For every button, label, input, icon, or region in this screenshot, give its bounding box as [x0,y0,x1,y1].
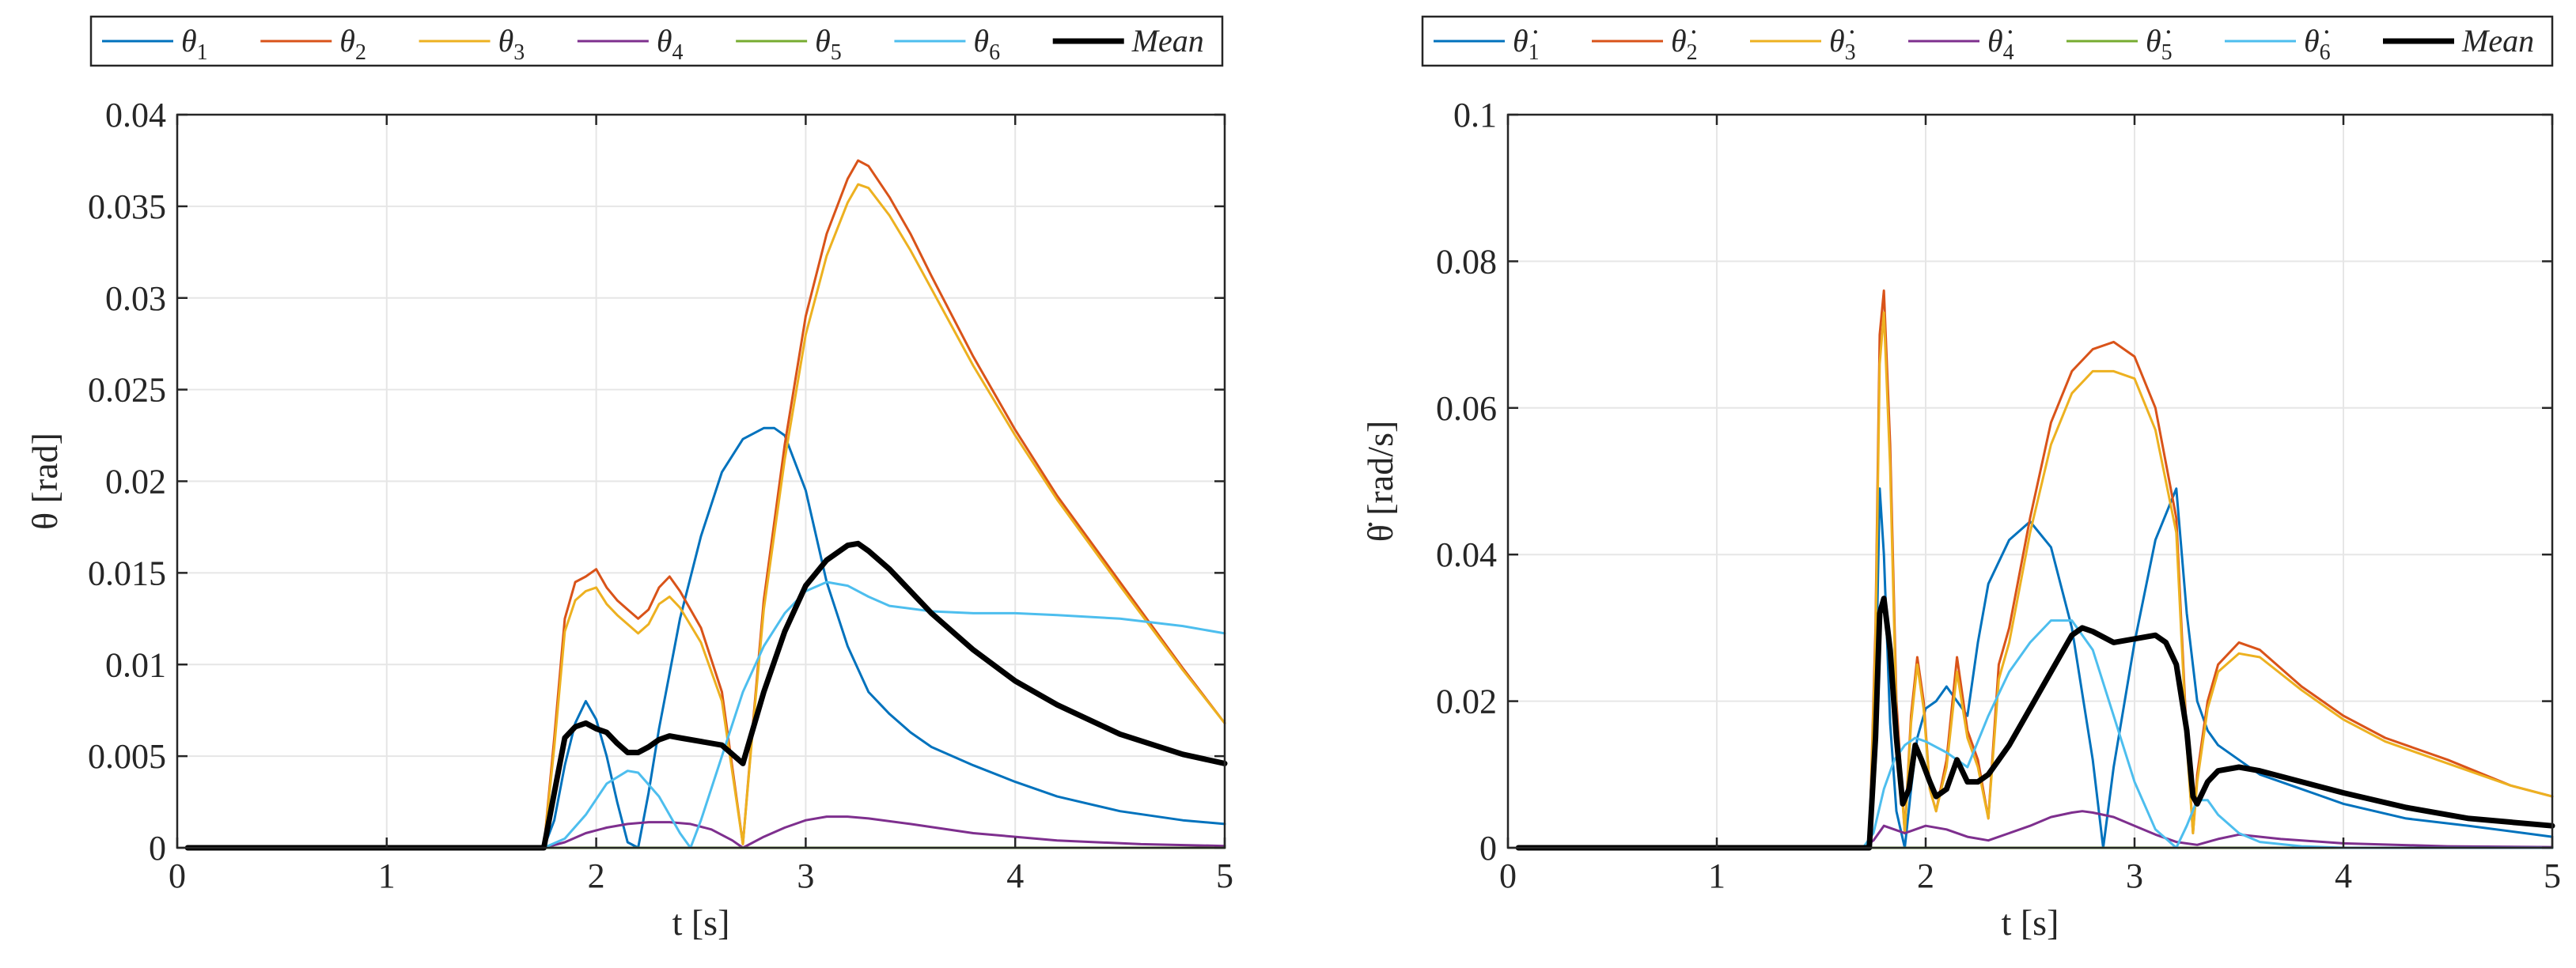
x-tick-label: 2 [1917,856,1934,895]
x-tick-label: 5 [1216,856,1233,895]
y-tick-label: 0.06 [1436,389,1497,428]
x-axis-label: t [s] [2002,902,2059,943]
series-line-θ1 [186,426,1226,849]
x-tick-label: 3 [797,856,814,895]
plot-area [1508,115,2552,848]
x-tick-label: 5 [2544,856,2561,895]
y-tick-label: 0.04 [1436,535,1497,574]
legend-item-θ̇6: θ̇6 [2225,23,2331,65]
grid [177,115,1225,848]
legend-item-θ3: θ3 [419,23,525,65]
y-tick-label: 0.02 [1436,683,1497,721]
legend-label: Mean [2461,23,2534,59]
y-axis-label: θ [rad] [25,433,65,530]
x-axis-label: t [s] [672,902,730,943]
legend-item-θ5: θ5 [736,23,842,65]
series-line-Mean [1515,596,2555,851]
y-tick-label: 0.01 [105,645,166,684]
series-line-θ̇6 [1517,619,2554,849]
legend-label: θ3 [498,23,525,65]
axes-box [1506,113,2554,849]
legend-item-θ̇5: θ̇5 [2066,23,2173,65]
y-tick-label: 0 [149,829,166,868]
legend-label: θ4 [657,23,684,65]
legend-item-θ4: θ4 [577,23,684,65]
legend-item-Mean: Mean [2383,23,2534,59]
legend-label: Mean [1131,23,1204,59]
ticks [176,113,1226,849]
grid [1508,115,2552,848]
x-tick-label: 0 [169,856,186,895]
legend-label: θ̇6 [2304,23,2331,65]
x-tick-label: 4 [2335,856,2352,895]
legend-item-θ2: θ2 [260,23,366,65]
y-tick-label: 0.08 [1436,242,1497,281]
legend-item-θ1: θ1 [102,23,208,65]
legend-label: θ6 [973,23,1000,65]
y-axis-label: θ̇ [rad/s] [1360,421,1400,543]
y-tick-label: 0 [1479,829,1497,868]
theta-panel: 0 1 2 3 4 5 0 0.005 0.01 0.015 0.02 0.025 0.03 0.035 0… [25,15,1233,943]
legend-label: θ2 [339,23,366,65]
y-tick-label: 0.005 [88,737,166,776]
ticks [1506,113,2554,849]
x-tick-label: 0 [1499,856,1517,895]
legend: θ1 θ2 θ3 θ4 θ5 θ6 Mean [89,15,1224,67]
y-tick-label: 0.035 [88,187,166,226]
x-tick-label: 4 [1006,856,1024,895]
series-group [1515,289,2555,851]
x-tick-label: 3 [2126,856,2143,895]
legend-item-Mean: Mean [1052,23,1204,59]
x-tick-label: 1 [378,856,396,895]
y-tick-label: 0.02 [105,463,166,501]
series-line-θ6 [186,580,1226,849]
x-tick-label: 2 [588,856,605,895]
legend: θ̇1 θ̇2 θ̇3 θ̇4 θ̇5 θ̇6 Mean [1421,15,2554,67]
legend-label: θ1 [181,23,208,65]
theta-dot-panel: 0 1 2 3 4 5 0 0.02 0.04 0.06 0.08 0.1 t [s] θ̇ [rad/s… [1360,15,2561,943]
legend-label: θ̇5 [2146,23,2173,65]
series-line-Mean [184,540,1228,851]
series-line-θ̇3 [1517,311,2554,849]
x-tick-label: 1 [1708,856,1726,895]
y-tick-label: 0.1 [1453,96,1497,134]
y-tick-label: 0.04 [105,96,166,134]
legend-item-θ6: θ6 [894,23,1000,65]
series-line-θ̇4 [1517,810,2554,849]
y-tick-label: 0.025 [88,371,166,410]
series-line-θ3 [186,183,1226,849]
y-tick-label: 0.015 [88,554,166,592]
legend-label: θ5 [815,23,842,65]
y-tick-label: 0.03 [105,279,166,318]
